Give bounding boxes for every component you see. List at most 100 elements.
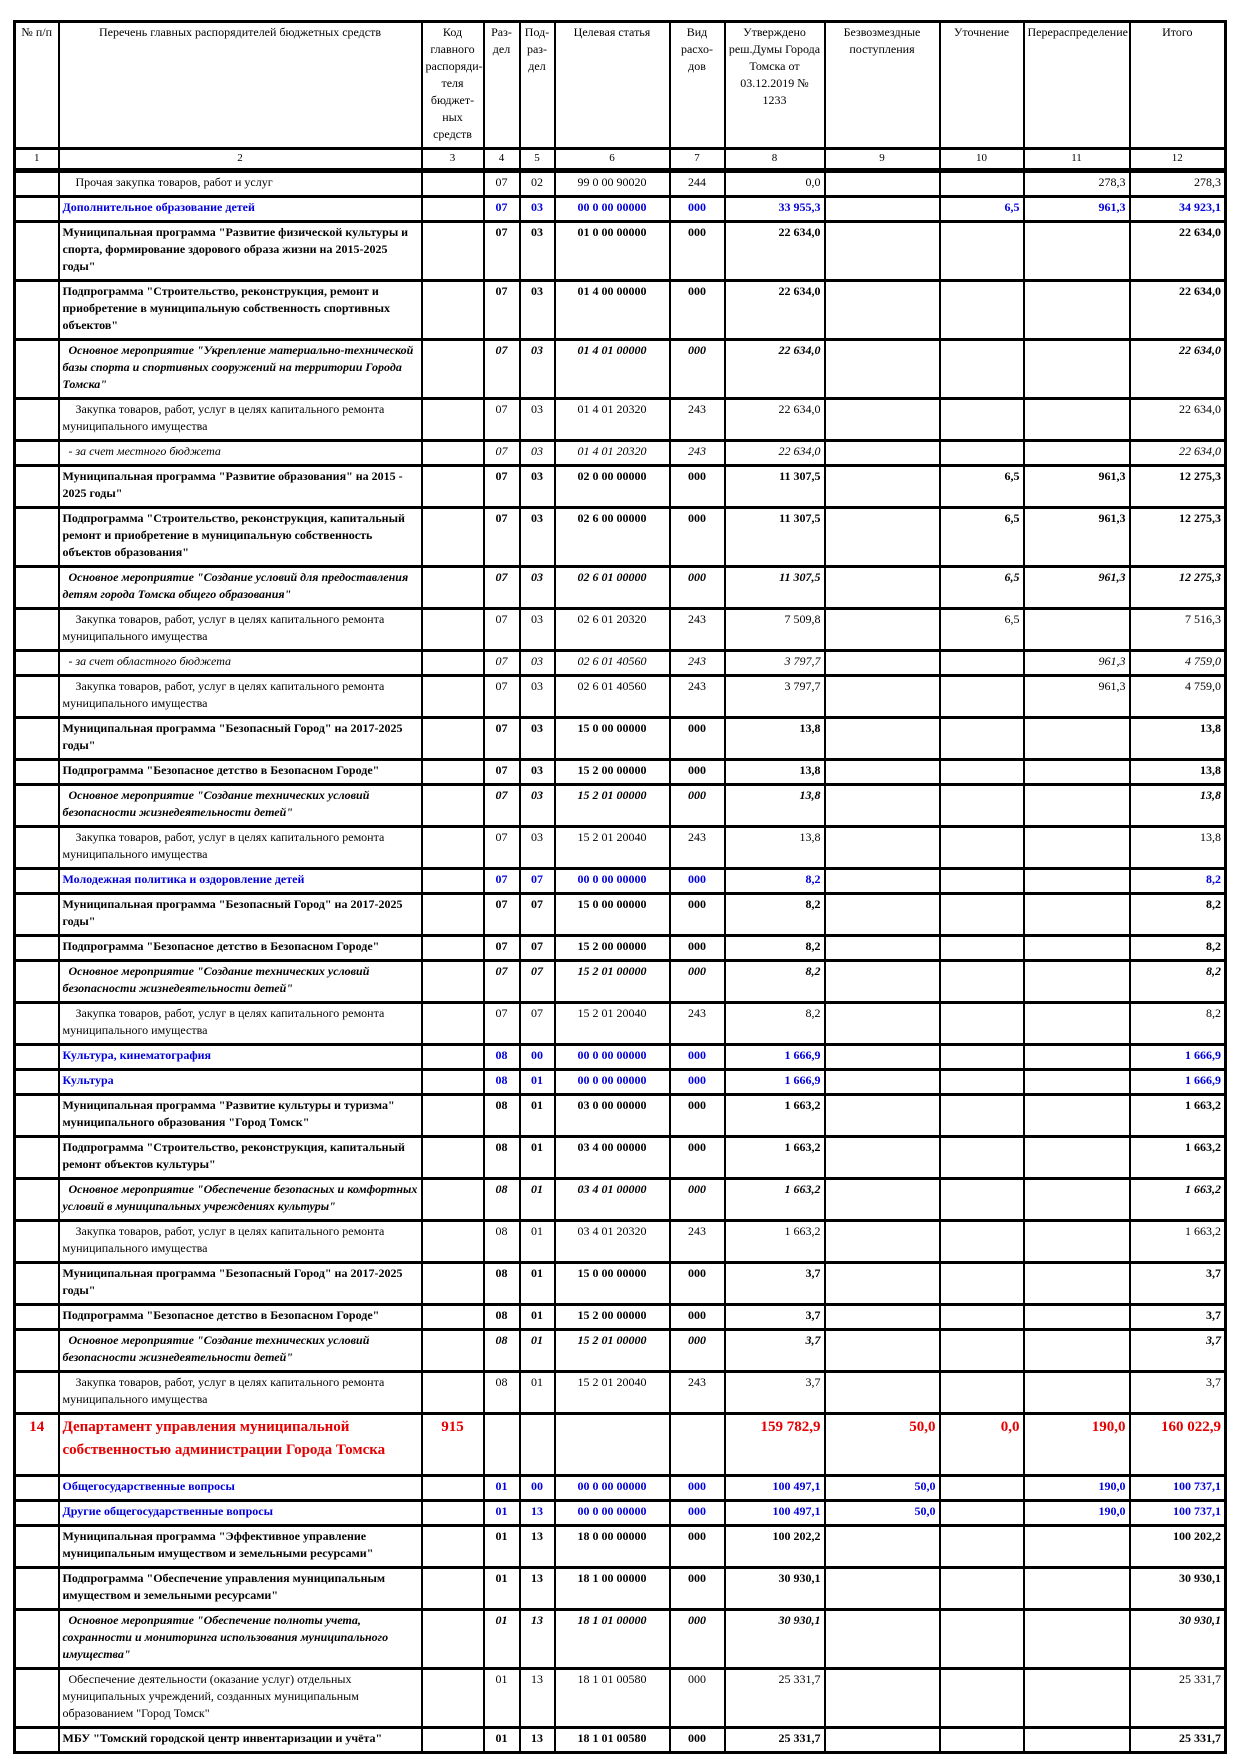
column-number: 1	[13, 147, 60, 173]
cell-label: Основное мероприятие "Создание техническ…	[57, 1328, 423, 1373]
cell-clarification	[938, 1608, 1025, 1670]
cell-row-number	[13, 169, 60, 198]
column-header: Итого	[1128, 20, 1227, 150]
cell-approved: 30 930,1	[723, 1608, 826, 1670]
cell-clarification	[938, 1093, 1025, 1138]
cell-row-number	[13, 195, 60, 223]
cell-podrazdel	[518, 1412, 556, 1477]
cell-grants	[823, 1001, 941, 1046]
cell-total: 8,2	[1128, 934, 1227, 962]
cell-razdel: 08	[482, 1370, 521, 1415]
cell-razdel: 07	[482, 674, 521, 719]
table-row: Закупка товаров, работ, услуг в целях ка…	[13, 1370, 1227, 1415]
cell-row-number	[13, 1219, 60, 1264]
cell-razdel: 08	[482, 1177, 521, 1222]
cell-redistribution	[1022, 439, 1131, 467]
cell-redistribution: 278,3	[1022, 169, 1131, 198]
table-row: Закупка товаров, работ, услуг в целях ка…	[13, 825, 1227, 870]
table-row: Муниципальная программа "Эффективное упр…	[13, 1524, 1227, 1569]
cell-expense-type: 243	[668, 607, 726, 652]
cell-podrazdel: 03	[518, 607, 556, 652]
cell-podrazdel: 03	[518, 758, 556, 786]
table-header: № п/п Перечень главных распорядителей бюд…	[13, 20, 1227, 173]
cell-label: Общегосударственные вопросы	[57, 1474, 423, 1502]
cell-approved: 3,7	[723, 1370, 826, 1415]
cell-total: 1 666,9	[1128, 1068, 1227, 1096]
cell-row-number	[13, 1177, 60, 1222]
cell-expense-type: 243	[668, 825, 726, 870]
cell-total: 30 930,1	[1128, 1566, 1227, 1611]
cell-grbs-code	[420, 607, 485, 652]
cell-redistribution	[1022, 397, 1131, 442]
table-row: Подпрограмма "Строительство, реконструкц…	[13, 279, 1227, 341]
cell-approved: 11 307,5	[723, 464, 826, 509]
cell-razdel: 08	[482, 1068, 521, 1096]
table-row: Прочая закупка товаров, работ и услуг 07 0…	[13, 169, 1227, 198]
cell-redistribution	[1022, 1177, 1131, 1222]
cell-target-article: 15 2 00 00000	[553, 758, 671, 786]
cell-total: 100 202,2	[1128, 1524, 1227, 1569]
cell-total: 1 663,2	[1128, 1219, 1227, 1264]
cell-podrazdel: 01	[518, 1068, 556, 1096]
cell-grants	[823, 607, 941, 652]
cell-approved: 0,0	[723, 169, 826, 198]
cell-total: 7 516,3	[1128, 607, 1227, 652]
cell-grants	[823, 439, 941, 467]
table-row: Закупка товаров, работ, услуг в целях ка…	[13, 674, 1227, 719]
cell-target-article: 00 0 00 00000	[553, 1068, 671, 1096]
column-header: Вид расхо-дов	[668, 20, 726, 150]
cell-grbs-code	[420, 1566, 485, 1611]
cell-total: 22 634,0	[1128, 397, 1227, 442]
table-row: Подпрограмма "Безопасное детство в Безоп…	[13, 934, 1227, 962]
cell-razdel: 07	[482, 397, 521, 442]
cell-razdel: 08	[482, 1043, 521, 1071]
cell-grants: 50,0	[823, 1474, 941, 1502]
table-row: Основное мероприятие "Создание условий д…	[13, 565, 1227, 610]
cell-clarification	[938, 1328, 1025, 1373]
cell-redistribution: 961,3	[1022, 506, 1131, 568]
cell-label: Муниципальная программа "Эффективное упр…	[57, 1524, 423, 1569]
cell-redistribution	[1022, 1524, 1131, 1569]
cell-razdel: 08	[482, 1261, 521, 1306]
cell-podrazdel: 03	[518, 195, 556, 223]
cell-grbs-code	[420, 565, 485, 610]
cell-total: 3,7	[1128, 1261, 1227, 1306]
cell-row-number	[13, 279, 60, 341]
cell-row-number	[13, 1524, 60, 1569]
cell-approved: 1 666,9	[723, 1068, 826, 1096]
cell-grbs-code	[420, 439, 485, 467]
cell-podrazdel: 13	[518, 1751, 556, 1754]
cell-redistribution	[1022, 758, 1131, 786]
cell-label: - за счет местного бюджета	[57, 439, 423, 467]
cell-total: 1 663,2	[1128, 1135, 1227, 1180]
cell-target-article: 02 6 01 00000	[553, 565, 671, 610]
cell-razdel: 07	[482, 464, 521, 509]
table-row: Подпрограмма "Безопасное детство в Безоп…	[13, 1303, 1227, 1331]
cell-expense-type: 000	[668, 1726, 726, 1754]
cell-label: Подпрограмма "Обеспечение управления мун…	[57, 1566, 423, 1611]
cell-label: Закупка товаров, работ, услуг в целях ка…	[57, 1370, 423, 1415]
cell-clarification	[938, 1566, 1025, 1611]
cell-grants	[823, 464, 941, 509]
cell-clarification	[938, 892, 1025, 937]
cell-expense-type: 000	[668, 1608, 726, 1670]
cell-row-number	[13, 934, 60, 962]
cell-approved: 8,2	[723, 867, 826, 895]
cell-grbs-code	[420, 825, 485, 870]
cell-grants	[823, 892, 941, 937]
cell-row-number	[13, 464, 60, 509]
cell-clarification: 6,5	[938, 195, 1025, 223]
cell-expense-type: 000	[668, 959, 726, 1004]
column-number: 8	[723, 147, 826, 173]
cell-clarification	[938, 1043, 1025, 1071]
cell-grants	[823, 397, 941, 442]
cell-label: Подпрограмма "Безопасное детство в Безоп…	[57, 1303, 423, 1331]
table-row: Культура 08 01 00 0 00 00000 000 1 666,9 1 666…	[13, 1068, 1227, 1096]
cell-label: Основное мероприятие "Укрепление материа…	[57, 338, 423, 400]
cell-redistribution	[1022, 1608, 1131, 1670]
column-header: Уточнение	[938, 20, 1025, 150]
cell-clarification	[938, 825, 1025, 870]
cell-row-number	[13, 1566, 60, 1611]
cell-grants	[823, 1726, 941, 1754]
cell-target-article: 18 1 01 00580	[553, 1726, 671, 1754]
